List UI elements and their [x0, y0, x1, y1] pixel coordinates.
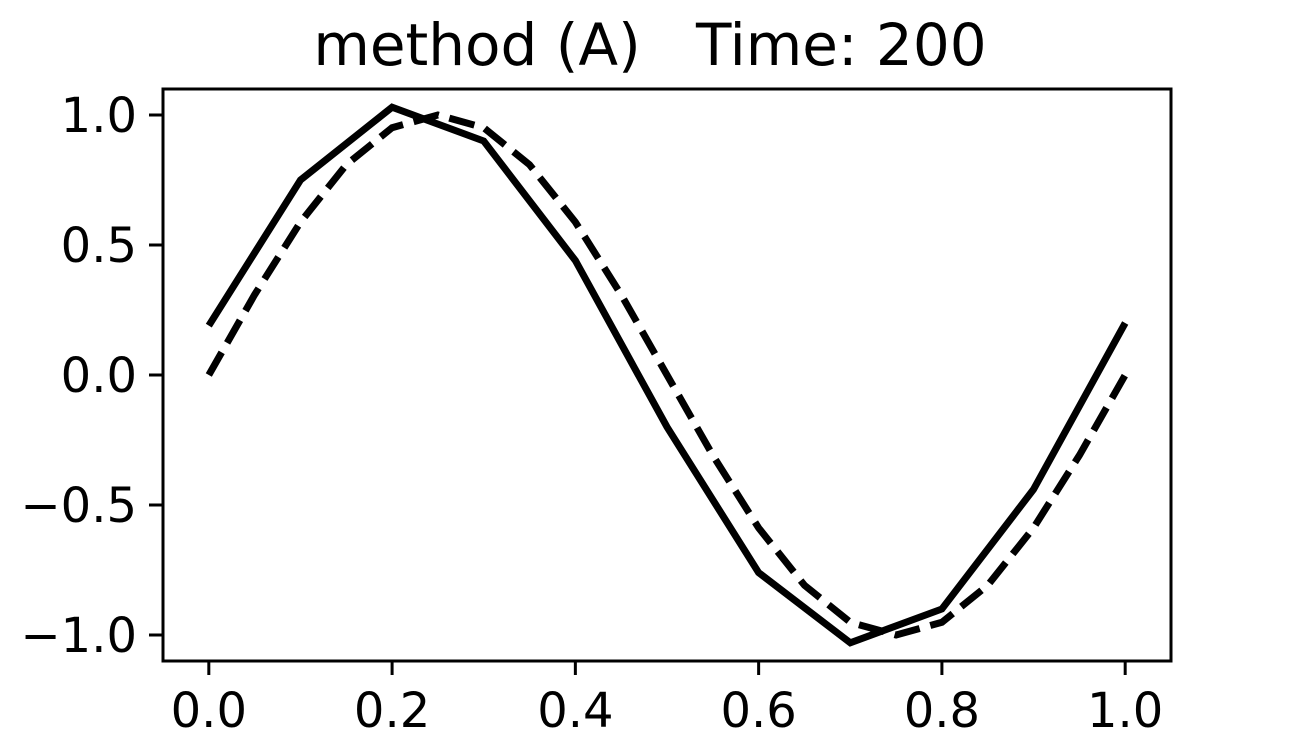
y-tick-label: 1.0 [61, 88, 137, 144]
x-tick-label: 0.4 [537, 683, 613, 739]
y-axis: 1.0 0.5 0.0 −0.5 −1.0 [20, 88, 163, 664]
chart-title: method (A) Time: 200 [313, 11, 986, 79]
y-tick-label: −1.0 [20, 608, 137, 664]
y-tick-label: 0.5 [61, 218, 137, 274]
series-line-1-solid [205, 103, 1129, 647]
x-tick-label: 0.0 [171, 683, 247, 739]
y-tick-label: 0.0 [61, 348, 137, 404]
x-tick-label: 0.2 [354, 683, 430, 739]
x-axis: 0.0 0.2 0.4 0.6 0.8 1.0 [171, 661, 1163, 739]
series-line-2-dashed [205, 111, 1129, 639]
x-tick-label: 1.0 [1087, 683, 1163, 739]
series-layer [205, 103, 1129, 647]
y-tick-label: −0.5 [20, 478, 137, 534]
x-tick-label: 0.6 [720, 683, 796, 739]
x-tick-label: 0.8 [904, 683, 980, 739]
